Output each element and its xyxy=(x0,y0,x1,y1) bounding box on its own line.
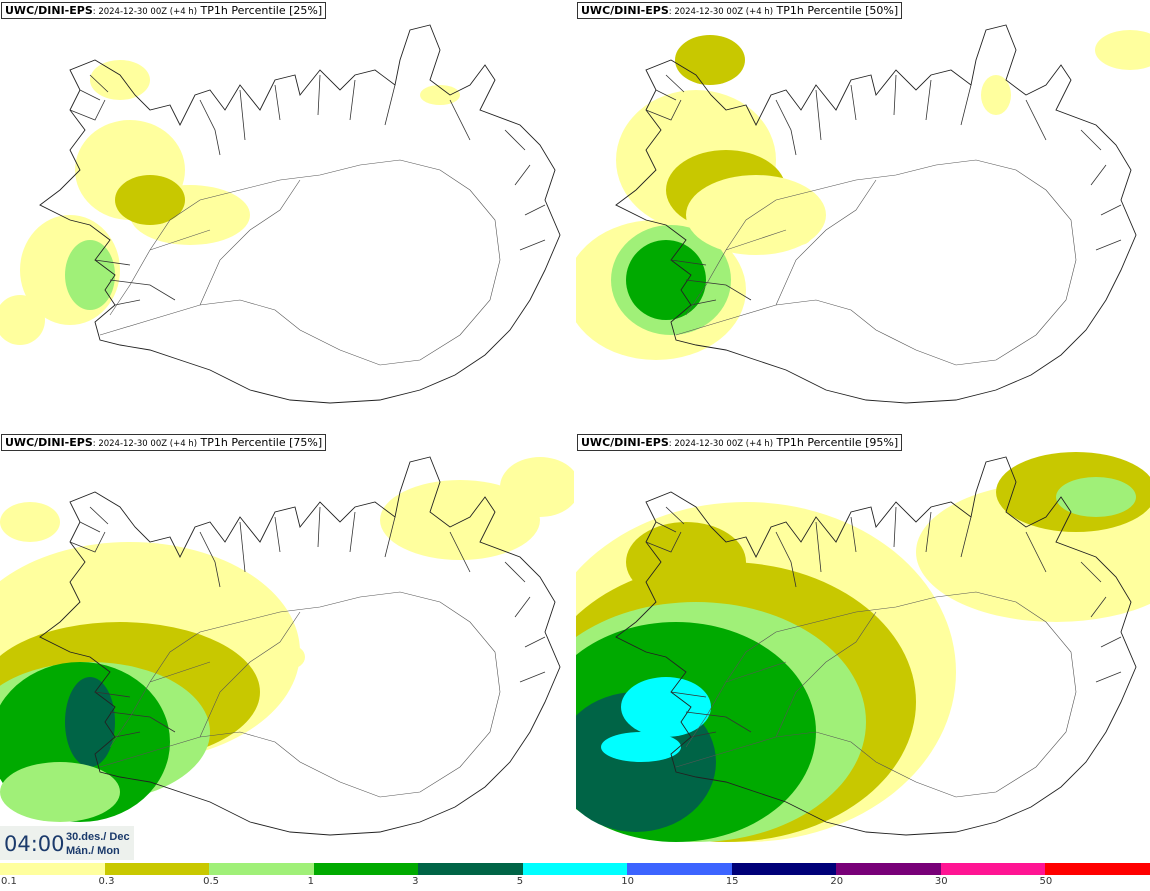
precip-area xyxy=(0,295,45,345)
map-panel-95: UWC/DINI-EPS: 2024-12-30 00Z (+4 h) TP1h… xyxy=(576,432,1150,861)
precip-area xyxy=(500,457,574,517)
colorbar-label: 3 xyxy=(412,876,419,887)
fjord-outline xyxy=(893,74,972,126)
valid-weekday: Mán./ Mon xyxy=(66,845,120,857)
coastline xyxy=(615,456,1137,836)
colorbar-label: 30 xyxy=(934,876,948,887)
precip-area xyxy=(65,240,115,310)
coastline xyxy=(615,24,1137,404)
fjord-outline xyxy=(670,259,752,306)
model-name: UWC/DINI-EPS xyxy=(581,4,669,17)
fjord-outline xyxy=(775,84,857,156)
product-name: TP1h Percentile [75%] xyxy=(197,436,323,449)
colorbar-segment xyxy=(0,863,105,875)
road-network xyxy=(675,591,1077,798)
map-panel-75: UWC/DINI-EPS: 2024-12-30 00Z (+4 h) TP1h… xyxy=(0,432,574,861)
precip-area xyxy=(981,75,1011,115)
panel-title: UWC/DINI-EPS: 2024-12-30 00Z (+4 h) TP1h… xyxy=(577,2,903,19)
colorbar-segment xyxy=(940,863,1046,875)
panel-title: UWC/DINI-EPS: 2024-12-30 00Z (+4 h) TP1h… xyxy=(1,2,327,19)
precip-area xyxy=(380,480,540,560)
map-panel-25: UWC/DINI-EPS: 2024-12-30 00Z (+4 h) TP1h… xyxy=(0,0,574,429)
run-info: : 2024-12-30 00Z (+4 h) xyxy=(668,439,774,449)
map-panel-50: UWC/DINI-EPS: 2024-12-30 00Z (+4 h) TP1h… xyxy=(576,0,1150,429)
precip-area xyxy=(626,240,706,320)
map-canvas xyxy=(576,24,1150,404)
colorbar-label: 20 xyxy=(830,876,844,887)
valid-time-clock: 04:00 xyxy=(4,832,65,856)
fjord-outline xyxy=(449,531,546,683)
precip-area xyxy=(115,175,185,225)
precip-area xyxy=(65,677,115,767)
panel-title: UWC/DINI-EPS: 2024-12-30 00Z (+4 h) TP1h… xyxy=(577,434,903,451)
product-name: TP1h Percentile [50%] xyxy=(773,4,899,17)
map-canvas xyxy=(0,456,574,836)
colorbar-label: 0.1 xyxy=(1,876,17,887)
colorbar-segment xyxy=(313,863,419,875)
colorbar-label: 15 xyxy=(725,876,739,887)
run-info: : 2024-12-30 00Z (+4 h) xyxy=(92,439,198,449)
fjord-outline xyxy=(1025,531,1122,683)
fjord-outline xyxy=(317,506,396,558)
model-name: UWC/DINI-EPS xyxy=(5,4,93,17)
colorbar-segment xyxy=(209,863,314,875)
colorbar-segment xyxy=(627,863,732,875)
colorbar-label: 0.5 xyxy=(203,876,219,887)
precip-area xyxy=(788,225,812,245)
fjord-outline xyxy=(449,99,546,251)
colorbar-segment xyxy=(731,863,837,875)
precip-area xyxy=(1056,477,1136,517)
road-network xyxy=(99,591,501,798)
map-canvas xyxy=(0,24,561,404)
colorbar-segment xyxy=(418,863,523,875)
precip-area xyxy=(0,762,120,822)
fjord-outline xyxy=(645,74,685,121)
colorbar-label: 0.3 xyxy=(98,876,115,887)
precip-colorbar xyxy=(0,863,1150,875)
panel-title: UWC/DINI-EPS: 2024-12-30 00Z (+4 h) TP1h… xyxy=(1,434,327,451)
colorbar-label: 1 xyxy=(307,876,314,887)
product-name: TP1h Percentile [95%] xyxy=(773,436,899,449)
coastline xyxy=(39,24,561,404)
fjord-outline xyxy=(670,691,752,738)
fjord-outline xyxy=(94,691,176,738)
run-info: : 2024-12-30 00Z (+4 h) xyxy=(92,7,198,17)
precip-area xyxy=(90,60,150,100)
coastline xyxy=(39,456,561,836)
product-name: TP1h Percentile [25%] xyxy=(197,4,323,17)
run-info: : 2024-12-30 00Z (+4 h) xyxy=(668,7,774,17)
precip-area xyxy=(621,677,711,737)
road-network xyxy=(99,159,501,366)
colorbar-segment xyxy=(836,863,941,875)
valid-date: 30.des./ Dec xyxy=(66,831,130,843)
fjord-outline xyxy=(775,516,857,588)
fjord-outline xyxy=(199,84,281,156)
fjord-outline xyxy=(1025,99,1122,251)
fjord-outline xyxy=(94,259,176,306)
fjord-outline xyxy=(199,516,281,588)
model-name: UWC/DINI-EPS xyxy=(5,436,93,449)
precip-area xyxy=(626,522,746,602)
colorbar-labels: 0.1 0.3 0.5 1 3 5 10 15 20 30 50 xyxy=(0,876,1150,890)
precip-area xyxy=(0,502,60,542)
colorbar-label: 50 xyxy=(1039,876,1053,887)
model-name: UWC/DINI-EPS xyxy=(581,436,669,449)
precip-area xyxy=(1095,30,1150,70)
map-canvas xyxy=(576,452,1150,842)
colorbar-segment xyxy=(104,863,210,875)
colorbar-segment xyxy=(1045,863,1150,875)
valid-time-box: 04:00 30.des./ Dec Mán./ Mon xyxy=(0,826,134,860)
precip-area xyxy=(275,645,305,669)
precip-area xyxy=(675,35,745,85)
road-network xyxy=(675,159,1077,366)
fjord-outline xyxy=(317,74,396,126)
fjord-outline xyxy=(69,506,109,553)
fjord-outline xyxy=(893,506,972,558)
colorbar-label: 5 xyxy=(516,876,524,887)
precip-area xyxy=(601,732,681,762)
fjord-outline xyxy=(645,506,685,553)
colorbar-segment xyxy=(522,863,628,875)
colorbar-label: 10 xyxy=(621,876,634,887)
fjord-outline xyxy=(69,74,109,121)
